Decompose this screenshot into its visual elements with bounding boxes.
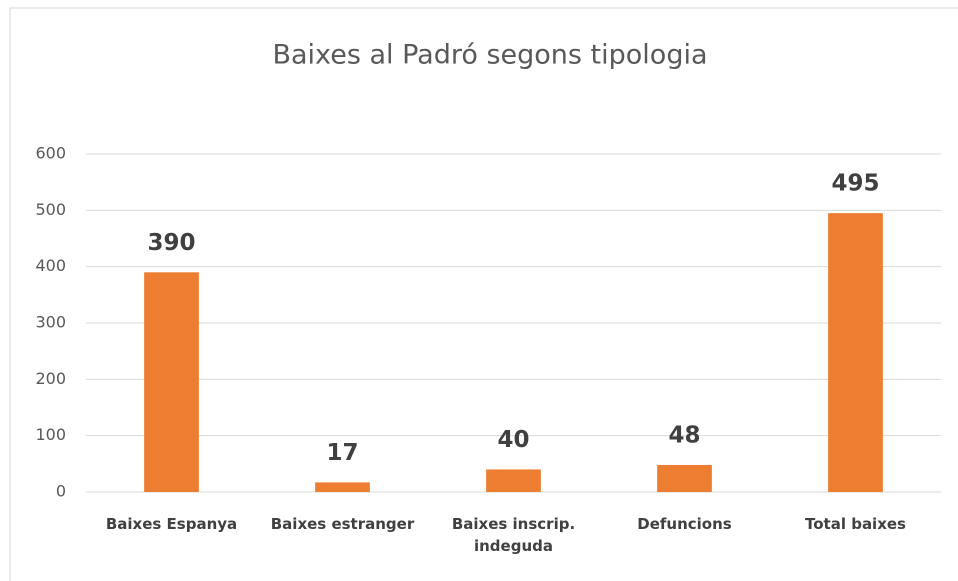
y-tick-label: 300 (35, 313, 66, 332)
y-tick-label: 600 (35, 144, 66, 163)
x-tick-label: Baixes inscrip. indeguda (451, 515, 576, 555)
x-tick-label: Baixes Espanya (105, 515, 238, 533)
chart-border (9, 7, 958, 581)
bar (486, 469, 541, 492)
data-label: 17 (326, 440, 358, 466)
chart-title: Baixes al Padró segons tipologia (272, 40, 707, 71)
x-tick-label: Baixes estranger (270, 515, 415, 533)
x-tick-label: Defuncions (637, 515, 732, 533)
y-tick-label: 500 (35, 200, 66, 219)
bar (828, 213, 883, 492)
data-label: 40 (497, 427, 529, 453)
y-tick-label: 0 (56, 482, 66, 501)
y-tick-label: 200 (35, 369, 66, 388)
bar (144, 272, 199, 492)
x-tick-label: Total baixes (805, 515, 906, 533)
data-label: 390 (147, 230, 195, 256)
bar (657, 464, 712, 492)
bar (315, 482, 370, 492)
y-tick-label: 400 (35, 256, 66, 275)
y-tick-label: 100 (35, 425, 66, 444)
data-label: 48 (668, 422, 700, 448)
data-label: 495 (831, 171, 879, 197)
